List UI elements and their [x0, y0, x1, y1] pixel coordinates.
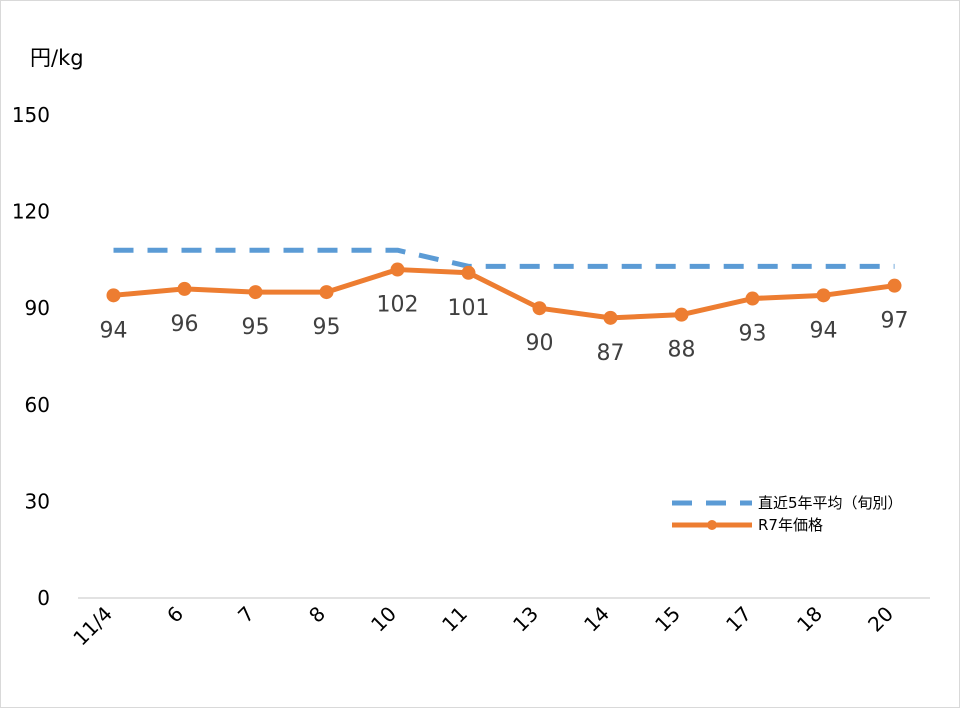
y-tick-label: 30: [25, 489, 50, 513]
price-data-point: [745, 291, 760, 306]
price-data-label: 101: [448, 296, 490, 321]
price-data-point: [248, 285, 263, 300]
price-data-label: 94: [810, 318, 838, 343]
legend-label: 直近5年平均（旬別）: [758, 494, 903, 512]
price-data-label: 95: [242, 315, 270, 340]
x-tick-label: 14: [579, 602, 614, 637]
legend-label: R7年価格: [758, 516, 823, 534]
price-data-point: [816, 288, 831, 303]
average-series-line: [113, 247, 895, 269]
x-tick-label: 13: [508, 602, 543, 637]
price-data-point: [603, 310, 618, 325]
price-data-point: [177, 281, 192, 296]
legend-price-marker: [707, 520, 717, 530]
price-data-label: 93: [739, 322, 767, 347]
price-data-label: 90: [526, 331, 554, 356]
x-tick-label: 7: [233, 602, 259, 628]
price-data-label: 95: [313, 315, 341, 340]
y-tick-label: 0: [37, 586, 50, 610]
y-tick-label: 150: [12, 103, 50, 127]
x-tick-label: 11: [437, 602, 472, 637]
price-data-label: 96: [171, 312, 199, 337]
price-data-point: [887, 278, 902, 293]
price-series-line: [113, 267, 895, 321]
y-tick-label: 90: [25, 296, 50, 320]
price-data-label: 88: [668, 338, 696, 363]
x-tick-label: 17: [721, 602, 756, 637]
x-tick-label: 8: [304, 602, 330, 628]
x-tick-label: 6: [162, 602, 188, 628]
price-data-point: [674, 307, 689, 322]
price-data-point: [106, 288, 121, 303]
price-data-point: [532, 301, 547, 316]
price-data-label: 102: [377, 293, 419, 318]
price-data-point: [390, 262, 405, 277]
price-data-point: [461, 265, 476, 280]
price-data-label: 94: [100, 318, 128, 343]
price-data-label: 97: [881, 309, 909, 334]
y-tick-label: 60: [25, 393, 50, 417]
price-data-label: 87: [597, 341, 625, 366]
x-tick-label: 18: [792, 602, 827, 637]
y-axis-unit-label: 円/kg: [30, 46, 84, 70]
x-tick-label: 20: [863, 602, 898, 637]
x-tick-label: 15: [650, 602, 685, 637]
x-tick-label: 11/4: [68, 602, 117, 651]
x-tick-label: 10: [366, 602, 401, 637]
y-tick-label: 120: [12, 200, 50, 224]
price-data-point: [319, 285, 334, 300]
